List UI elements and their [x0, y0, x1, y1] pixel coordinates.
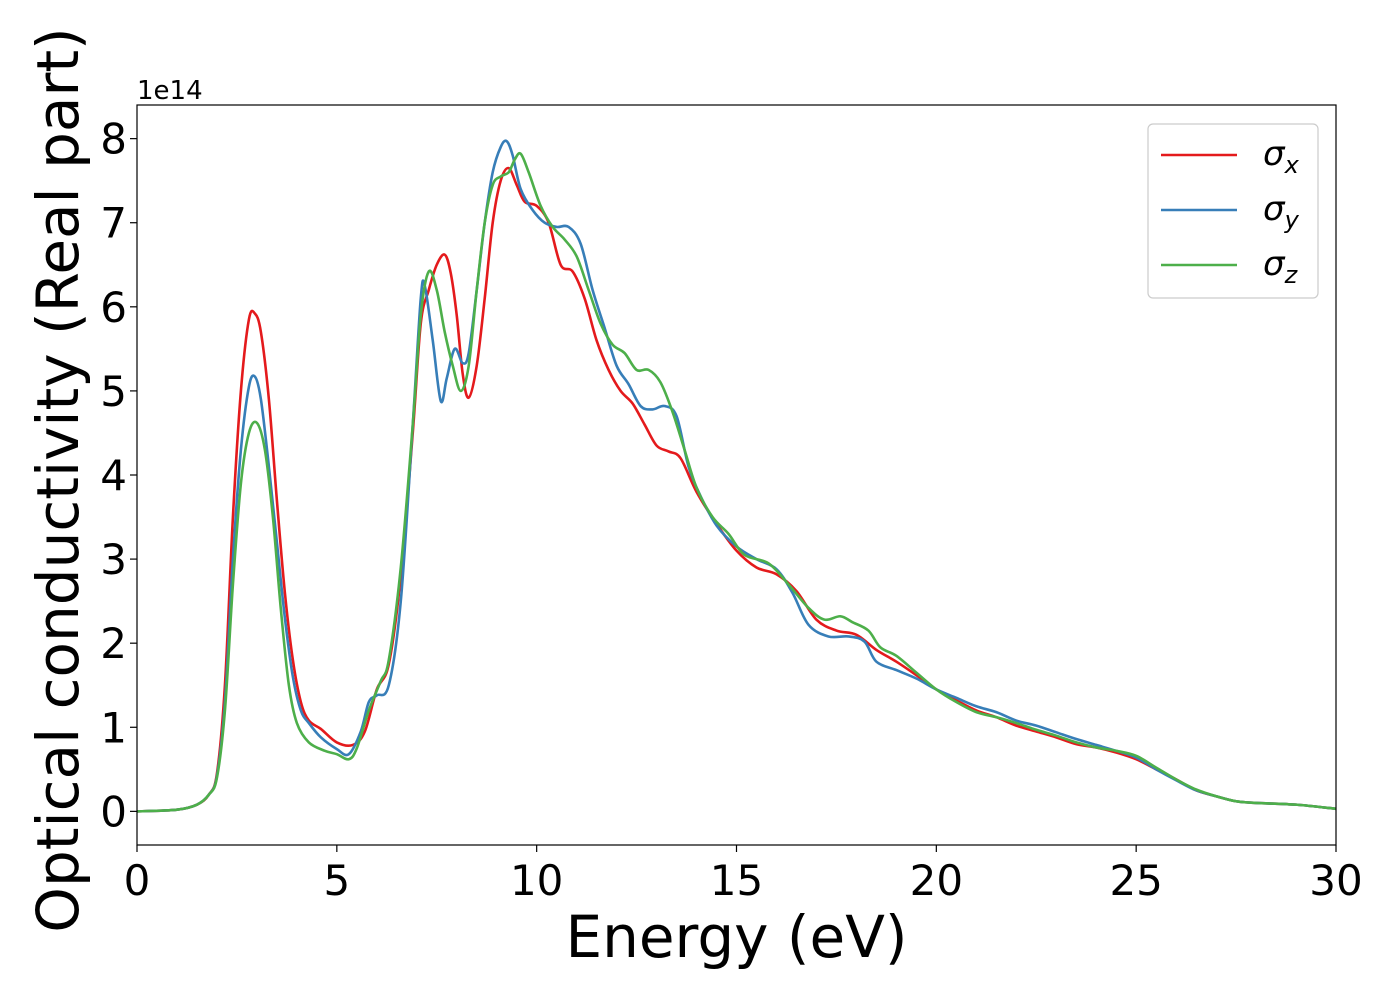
x-tick-label: 0 — [124, 856, 151, 905]
y-tick-label: 7 — [100, 199, 127, 248]
y-tick-label: 8 — [100, 115, 127, 164]
y-tick-label: 1 — [100, 703, 127, 752]
x-tick-label: 10 — [510, 856, 563, 905]
x-axis-label: Energy (eV) — [565, 903, 907, 971]
series-line-z — [136, 151, 1337, 813]
y-tick-label: 6 — [100, 283, 127, 332]
x-tick-label: 25 — [1109, 856, 1162, 905]
y-offset-text: 1e14 — [137, 76, 203, 106]
y-axis-label: Optical conductivity (Real part) — [24, 27, 92, 932]
x-tick-label: 20 — [910, 856, 963, 905]
y-tick-label: 5 — [100, 367, 127, 416]
y-axis: 0 1 2 3 4 5 6 7 8 — [100, 115, 137, 836]
x-axis: 0 5 10 15 20 25 30 — [124, 845, 1363, 905]
y-tick-label: 4 — [100, 451, 127, 500]
y-tick-label: 2 — [100, 619, 127, 668]
x-tick-label: 15 — [710, 856, 763, 905]
x-tick-label: 5 — [323, 856, 350, 905]
series-line-y — [136, 139, 1337, 813]
y-tick-label: 3 — [100, 535, 127, 584]
series-line-x — [136, 166, 1337, 813]
y-tick-label: 0 — [100, 787, 127, 836]
series-layer — [136, 139, 1337, 813]
x-tick-label: 30 — [1309, 856, 1362, 905]
